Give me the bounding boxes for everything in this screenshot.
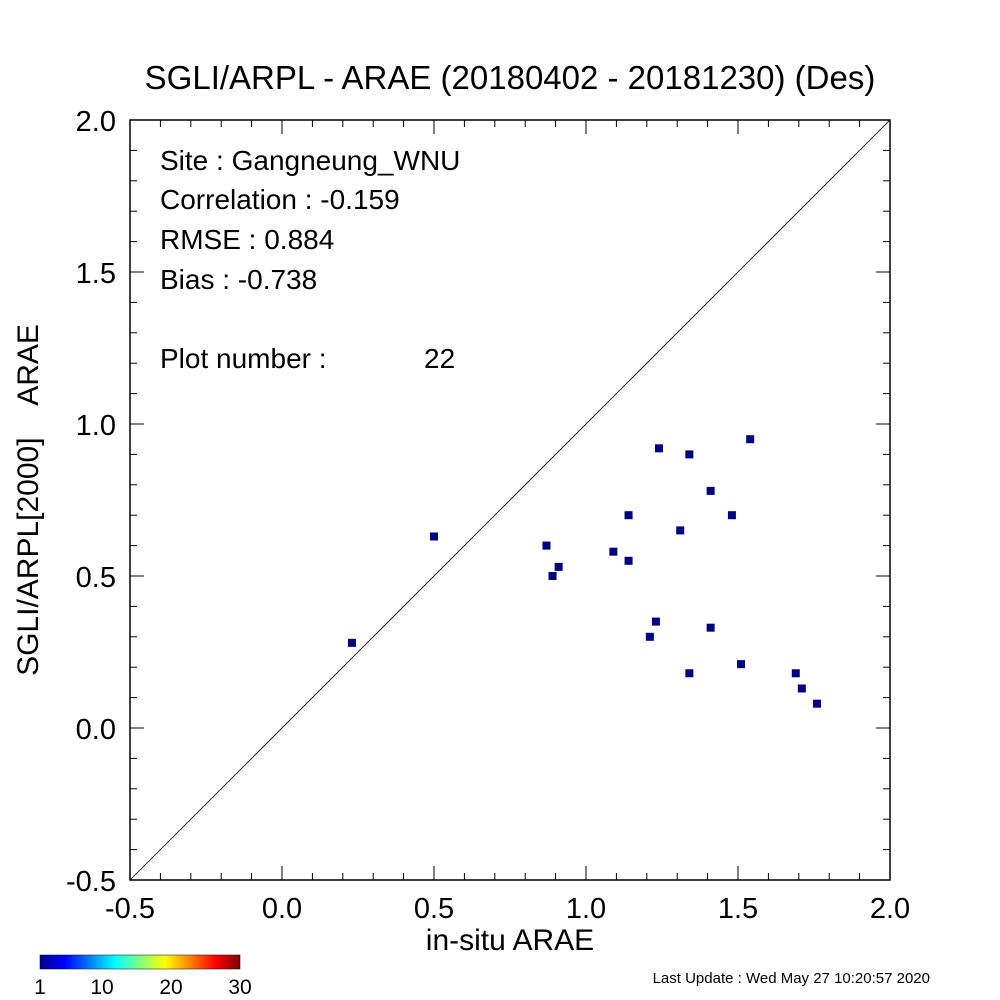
last-update-text: Last Update : Wed May 27 10:20:57 2020 (653, 970, 930, 987)
axis-ticks (129, 119, 891, 881)
data-point (624, 511, 633, 520)
x-tick-labels: -0.5 0.0 0.5 1.0 1.5 2.0 (105, 893, 910, 925)
y-tick-label: 1.5 (76, 258, 116, 290)
y-tick-label: 0.0 (76, 714, 116, 746)
data-point (685, 450, 694, 459)
data-point (685, 669, 694, 678)
colorbar-label: 20 (159, 976, 182, 999)
data-points (347, 435, 822, 708)
colorbar-label: 30 (228, 976, 251, 999)
data-point (347, 638, 356, 647)
data-point (737, 660, 746, 669)
x-axis-label: in-situ ARAE (426, 924, 594, 957)
y-tick-label: 2.0 (76, 106, 116, 138)
data-point (624, 556, 633, 565)
data-point (548, 572, 557, 580)
one-to-one-line (129, 119, 891, 881)
data-point (797, 684, 806, 693)
one-to-one-line-group (129, 119, 891, 881)
data-point (542, 541, 551, 550)
x-tick-label: 1.0 (566, 893, 606, 925)
data-point (645, 632, 654, 641)
data-point (430, 532, 438, 541)
colorbar-labels: 1 10 20 30 (34, 976, 252, 999)
data-point (609, 547, 618, 556)
stat-rmse: RMSE : 0.884 (160, 224, 334, 255)
stat-plot-number-value: 22 (424, 343, 455, 374)
y-tick-label: 0.5 (76, 562, 116, 594)
data-point (727, 511, 736, 520)
x-tick-label: 0.5 (414, 893, 454, 925)
plot-frame (129, 119, 891, 881)
data-point (654, 444, 663, 453)
data-point (706, 623, 715, 632)
data-point (791, 669, 800, 678)
x-tick-label: 2.0 (870, 893, 910, 925)
y-axis-label: SGLI/ARPL[2000] ARAE (12, 324, 45, 676)
x-tick-label: 0.0 (262, 893, 302, 925)
data-point (554, 562, 563, 571)
colorbar (39, 954, 241, 970)
y-tick-labels: -0.5 0.0 0.5 1.0 1.5 2.0 (66, 106, 116, 898)
y-tick-label: 1.0 (76, 410, 116, 442)
stat-plot-number-label: Plot number : (160, 343, 327, 374)
x-tick-label: 1.5 (718, 893, 758, 925)
data-point (651, 617, 660, 626)
data-point (706, 486, 715, 495)
data-point (746, 435, 755, 444)
colorbar-label: 1 (34, 976, 46, 999)
stat-site: Site : Gangneung_WNU (160, 145, 460, 176)
y-tick-label: -0.5 (66, 866, 116, 898)
stat-bias: Bias : -0.738 (160, 264, 317, 295)
chart-title: SGLI/ARPL - ARAE (20180402 - 20181230) (… (145, 59, 876, 96)
x-tick-label: -0.5 (105, 893, 155, 925)
data-point (813, 699, 822, 708)
colorbar-label: 10 (90, 976, 113, 999)
data-point (676, 526, 685, 535)
stat-correlation: Correlation : -0.159 (160, 184, 400, 215)
